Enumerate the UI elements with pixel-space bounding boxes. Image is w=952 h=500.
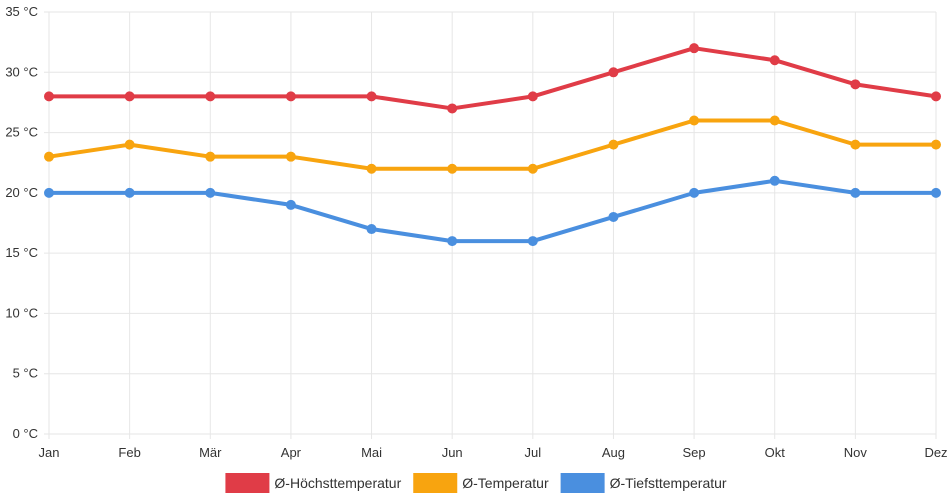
legend-item[interactable]: Ø-Temperatur bbox=[413, 473, 549, 493]
data-point[interactable] bbox=[366, 163, 377, 174]
legend-swatch bbox=[413, 473, 458, 493]
data-point[interactable] bbox=[931, 139, 941, 150]
data-point[interactable] bbox=[205, 91, 216, 102]
series-line bbox=[47, 118, 938, 171]
data-point[interactable] bbox=[285, 91, 296, 102]
series-line bbox=[47, 178, 938, 244]
data-point[interactable] bbox=[124, 91, 135, 102]
data-point[interactable] bbox=[44, 151, 54, 162]
legend: Ø-Höchsttemperatur Ø-Temperatur Ø-Tiefstte… bbox=[225, 473, 727, 493]
data-point[interactable] bbox=[527, 236, 538, 247]
data-point[interactable] bbox=[689, 187, 700, 198]
data-point[interactable] bbox=[689, 115, 700, 126]
series-line bbox=[47, 46, 938, 111]
data-point[interactable] bbox=[447, 236, 458, 247]
data-point[interactable] bbox=[124, 187, 135, 198]
x-tick-label: Jan bbox=[39, 445, 60, 460]
x-tick-label: Okt bbox=[765, 445, 786, 460]
data-point[interactable] bbox=[689, 43, 700, 54]
data-point[interactable] bbox=[931, 187, 941, 198]
data-point[interactable] bbox=[769, 175, 780, 186]
series-2 bbox=[44, 175, 941, 247]
legend-label: Ø-Temperatur bbox=[462, 475, 549, 491]
data-point[interactable] bbox=[447, 163, 458, 174]
y-tick-label: 30 °C bbox=[5, 64, 38, 79]
y-tick-label: 25 °C bbox=[5, 125, 38, 140]
data-point[interactable] bbox=[608, 139, 619, 150]
x-tick-label: Dez bbox=[924, 445, 947, 460]
data-point[interactable] bbox=[769, 55, 780, 66]
data-point[interactable] bbox=[44, 187, 54, 198]
data-point[interactable] bbox=[931, 91, 941, 102]
y-tick-label: 15 °C bbox=[5, 245, 38, 260]
x-tick-label: Apr bbox=[281, 445, 302, 460]
x-tick-label: Jun bbox=[442, 445, 463, 460]
y-tick-label: 0 °C bbox=[13, 426, 38, 441]
data-point[interactable] bbox=[608, 67, 619, 78]
x-tick-label: Mär bbox=[199, 445, 222, 460]
y-tick-label: 20 °C bbox=[5, 185, 38, 200]
data-point[interactable] bbox=[124, 139, 135, 150]
x-tick-label: Jul bbox=[525, 445, 542, 460]
x-tick-label: Feb bbox=[118, 445, 140, 460]
data-point[interactable] bbox=[769, 115, 780, 126]
y-tick-label: 10 °C bbox=[5, 305, 38, 320]
legend-label: Ø-Tiefsttemperatur bbox=[610, 475, 727, 491]
data-point[interactable] bbox=[850, 187, 861, 198]
grid bbox=[44, 11, 937, 439]
data-point[interactable] bbox=[205, 187, 216, 198]
x-tick-label: Nov bbox=[844, 445, 868, 460]
data-point[interactable] bbox=[850, 79, 861, 90]
x-axis-ticks: Jan Feb Mär Apr Mai Jun Jul Aug Sep Okt Nov Dez bbox=[39, 445, 948, 460]
legend-item[interactable]: Ø-Tiefsttemperatur bbox=[560, 473, 727, 493]
series-0 bbox=[44, 43, 941, 114]
series-lines bbox=[44, 43, 941, 247]
x-tick-label: Mai bbox=[361, 445, 382, 460]
y-tick-label: 5 °C bbox=[13, 366, 38, 381]
series-1 bbox=[44, 115, 941, 174]
data-point[interactable] bbox=[608, 211, 619, 222]
data-point[interactable] bbox=[366, 91, 377, 102]
data-point[interactable] bbox=[366, 224, 377, 235]
legend-label: Ø-Höchsttemperatur bbox=[274, 475, 401, 491]
data-point[interactable] bbox=[850, 139, 861, 150]
legend-item[interactable]: Ø-Höchsttemperatur bbox=[225, 473, 402, 493]
y-axis-ticks: 0 °C 5 °C 10 °C 15 °C 20 °C 25 °C 30 °C 35 °C bbox=[5, 4, 38, 441]
data-point[interactable] bbox=[44, 91, 54, 102]
data-point[interactable] bbox=[527, 163, 538, 174]
y-tick-label: 35 °C bbox=[5, 4, 38, 19]
data-point[interactable] bbox=[285, 199, 296, 210]
data-point[interactable] bbox=[285, 151, 296, 162]
data-point[interactable] bbox=[205, 151, 216, 162]
data-point[interactable] bbox=[447, 103, 458, 114]
x-tick-label: Sep bbox=[683, 445, 706, 460]
legend-swatch bbox=[225, 473, 270, 493]
data-point[interactable] bbox=[527, 91, 538, 102]
legend-swatch bbox=[560, 473, 605, 493]
x-tick-label: Aug bbox=[602, 445, 625, 460]
